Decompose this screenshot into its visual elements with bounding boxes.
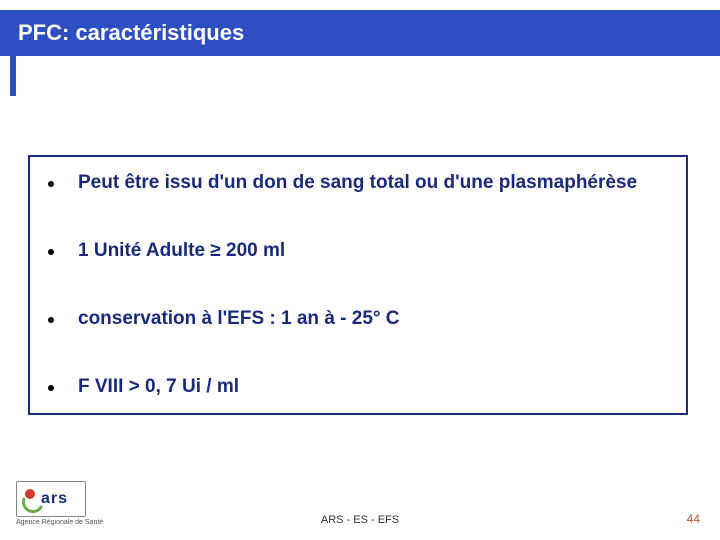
bullet-row: conservation à l'EFS : 1 an à - 25° C — [48, 307, 668, 331]
bullet-text: Peut être issu d'un don de sang total ou… — [78, 171, 637, 195]
bullet-text: F VIII > 0, 7 Ui / ml — [78, 375, 239, 399]
title-bar: PFC: caractéristiques — [0, 10, 720, 56]
logo-letters: ars — [41, 490, 68, 508]
bullet-row: F VIII > 0, 7 Ui / ml — [48, 375, 668, 399]
slide: PFC: caractéristiques Peut être issu d'u… — [0, 0, 720, 540]
logo-swoosh-icon — [23, 487, 39, 511]
slide-title: PFC: caractéristiques — [18, 20, 244, 46]
bullet-text: conservation à l'EFS : 1 an à - 25° C — [78, 307, 400, 331]
content-box: Peut être issu d'un don de sang total ou… — [28, 155, 688, 415]
bullet-text: 1 Unité Adulte ≥ 200 ml — [78, 239, 285, 263]
bullet-icon — [48, 181, 54, 187]
bullet-icon — [48, 249, 54, 255]
bullet-icon — [48, 385, 54, 391]
title-accent — [10, 56, 16, 96]
bullet-row: 1 Unité Adulte ≥ 200 ml — [48, 239, 668, 263]
bullet-icon — [48, 317, 54, 323]
bullet-row: Peut être issu d'un don de sang total ou… — [48, 171, 668, 195]
logo-box: ars — [16, 481, 86, 517]
page-number: 44 — [687, 512, 700, 526]
footer-text: ARS - ES - EFS — [0, 514, 720, 526]
